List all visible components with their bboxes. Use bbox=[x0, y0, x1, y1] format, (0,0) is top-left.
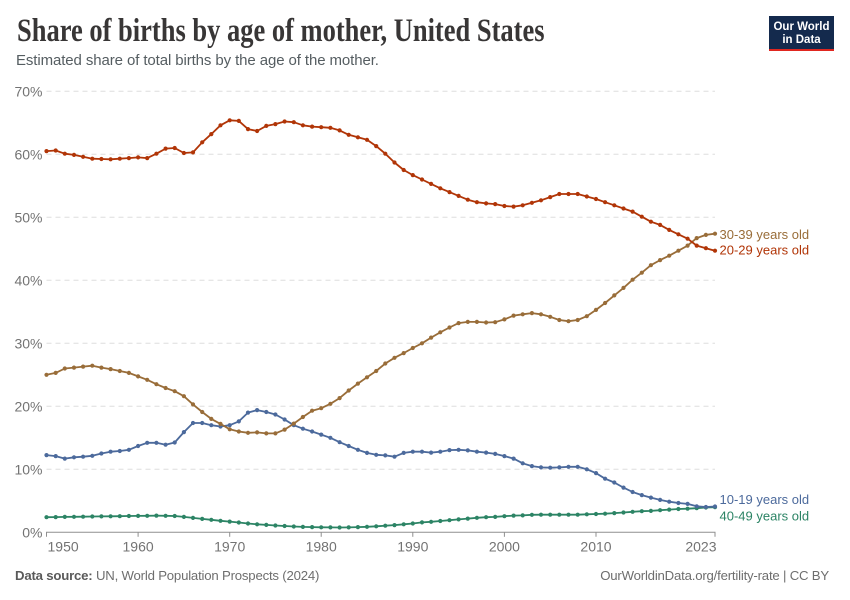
svg-text:10-19 years old: 10-19 years old bbox=[720, 492, 810, 507]
svg-text:20%: 20% bbox=[14, 399, 42, 415]
svg-text:50%: 50% bbox=[14, 210, 42, 226]
svg-text:2023: 2023 bbox=[685, 539, 716, 555]
svg-text:10%: 10% bbox=[14, 462, 42, 478]
svg-text:1970: 1970 bbox=[214, 539, 245, 555]
svg-text:1950: 1950 bbox=[48, 539, 79, 555]
svg-text:30-39 years old: 30-39 years old bbox=[720, 227, 810, 242]
svg-text:2000: 2000 bbox=[489, 539, 520, 555]
svg-text:40-49 years old: 40-49 years old bbox=[720, 509, 810, 524]
svg-text:30%: 30% bbox=[14, 336, 42, 352]
svg-text:2010: 2010 bbox=[580, 539, 611, 555]
svg-text:70%: 70% bbox=[14, 84, 42, 100]
svg-text:1990: 1990 bbox=[397, 539, 428, 555]
svg-text:0%: 0% bbox=[22, 525, 42, 541]
svg-text:20-29 years old: 20-29 years old bbox=[720, 243, 810, 258]
svg-text:1980: 1980 bbox=[306, 539, 337, 555]
svg-text:60%: 60% bbox=[14, 147, 42, 163]
svg-text:40%: 40% bbox=[14, 273, 42, 289]
svg-text:1960: 1960 bbox=[123, 539, 154, 555]
